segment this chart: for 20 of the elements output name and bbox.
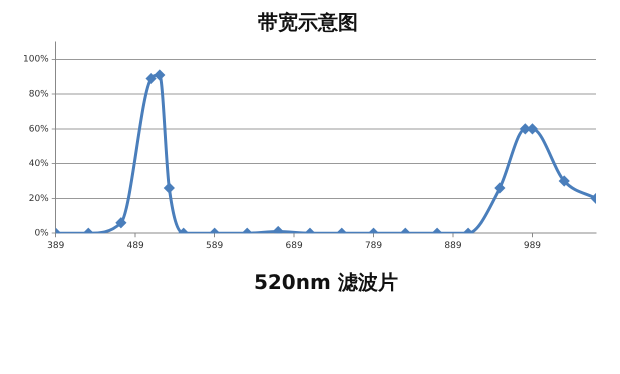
y-tick-label: 80% <box>28 89 50 100</box>
y-tick-label: 100% <box>22 54 50 65</box>
chart-title: 带宽示意图 <box>258 10 358 34</box>
x-tick-label: 689 <box>285 240 303 251</box>
x-tick-label: 989 <box>524 240 542 251</box>
point <box>520 124 530 134</box>
y-tick-label: 40% <box>28 159 50 170</box>
point <box>273 226 284 234</box>
x-axis-title: 520nm 滤波片 <box>254 270 398 294</box>
x-tick-label: 589 <box>206 240 224 251</box>
x-tick-label: 389 <box>47 240 65 251</box>
point <box>154 70 165 80</box>
y-tick-label: 20% <box>28 194 50 204</box>
point <box>527 124 538 134</box>
y-tick-label: 0% <box>34 228 50 239</box>
y-tick-label: 60% <box>28 124 50 134</box>
x-tick-label: 889 <box>444 240 462 251</box>
x-tick-label: 789 <box>364 240 382 251</box>
point <box>146 74 156 84</box>
x-tick-label: 489 <box>126 240 144 251</box>
